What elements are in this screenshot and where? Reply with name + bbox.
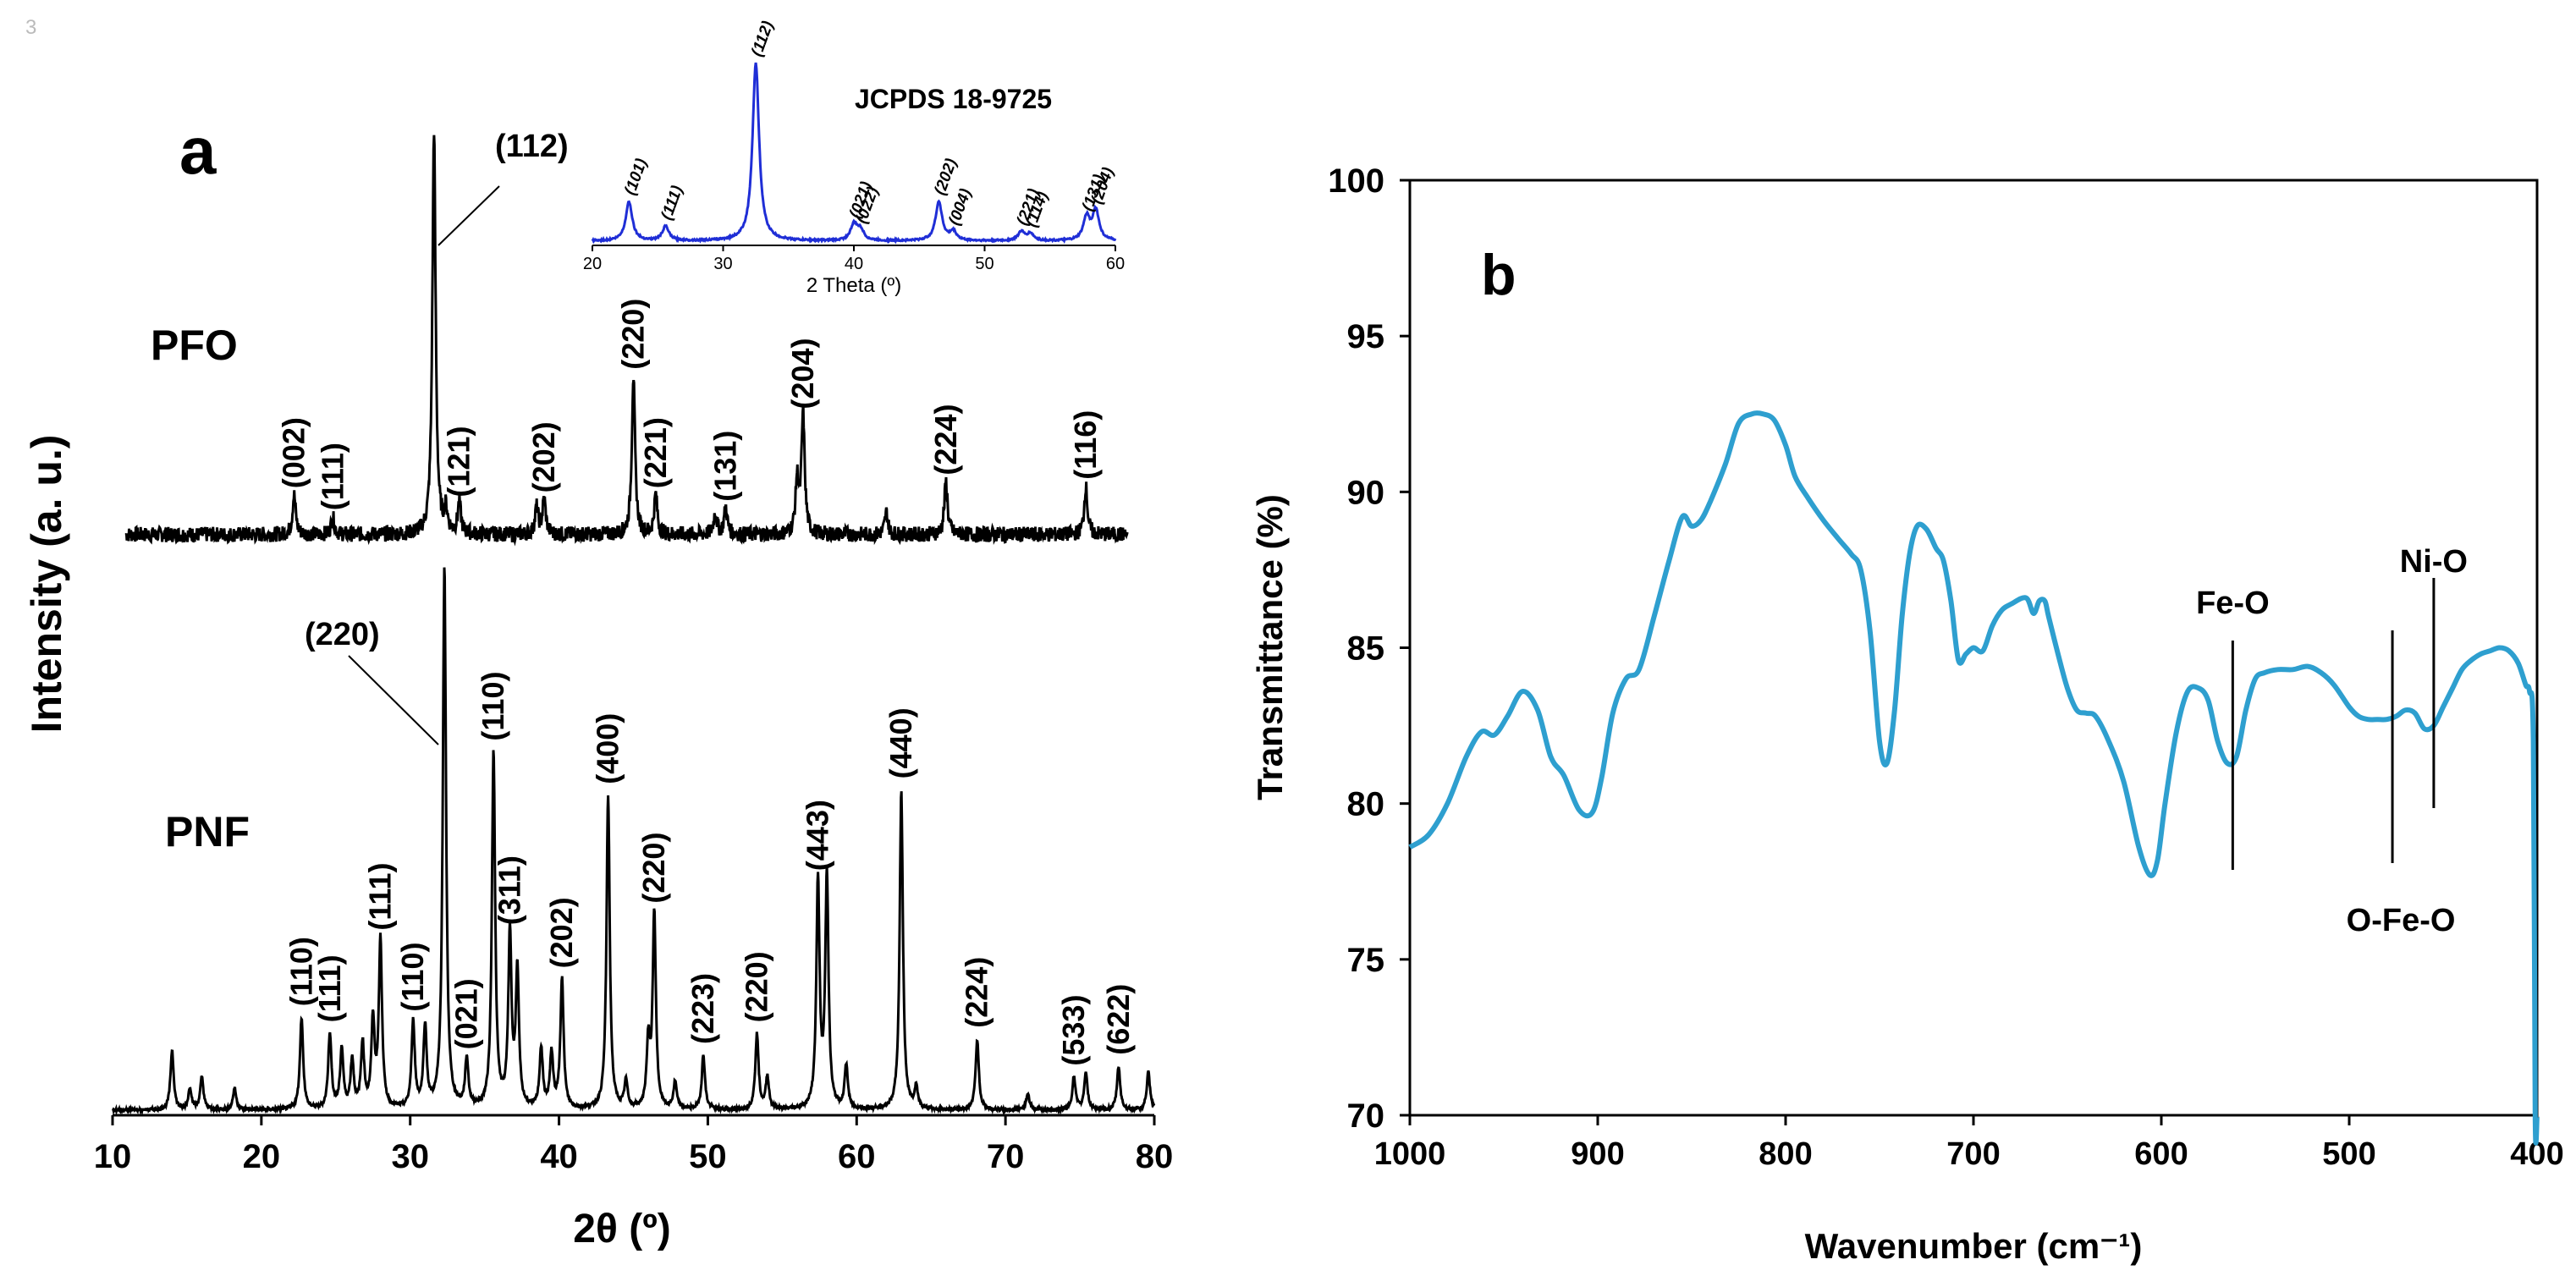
inset-x-tick-label-20: 20 <box>583 255 602 273</box>
pnf-peak-label-021-33_8: (021) <box>449 978 484 1049</box>
inset-peak-label-101: (101) <box>621 157 651 198</box>
pnf-peak-label-223-49_7: (223) <box>685 973 720 1044</box>
pnf-peak-label-440-63: (440) <box>883 707 918 778</box>
panel-a-x-tick-label-10: 10 <box>94 1138 132 1175</box>
jcpds-inset: JCPDS 18-9725 (101)(111)(112)(021)(022)(… <box>583 19 1125 297</box>
pfo-112-callout-line <box>438 185 500 246</box>
panel-a-x-tick-label-70: 70 <box>987 1138 1025 1175</box>
annotation-label-o-fe-o: O-Fe-O <box>2347 903 2456 938</box>
inset-x-tick-label-30: 30 <box>713 255 732 273</box>
panel-b-x-tick-label-900: 900 <box>1571 1136 1624 1172</box>
panel-a-x-tick-label-50: 50 <box>689 1138 727 1175</box>
panel-a-x-tick-label-20: 20 <box>243 1138 281 1175</box>
pnf-peak-label-110-35_6: (110) <box>476 672 510 741</box>
pnf-peak-label-224-68_1: (224) <box>960 957 994 1028</box>
panel-b-x-tick-label-500: 500 <box>2322 1136 2375 1172</box>
panel-b-y-tick-label-100: 100 <box>1328 162 1384 200</box>
pfo-series-name: PFO <box>151 322 238 369</box>
panel-b-label: b <box>1481 243 1516 307</box>
pfo-peak-label-204-56_4: (204) <box>785 338 820 410</box>
pnf-peak-label-533-74_6: (533) <box>1056 995 1091 1066</box>
panel-a-x-tick-label-60: 60 <box>838 1138 876 1175</box>
pnf-series-line <box>112 567 1156 1116</box>
inset-peak-label-004: (004) <box>945 186 975 228</box>
panel-b-y-tick-label-90: 90 <box>1347 474 1385 511</box>
panel-b-y-tick-label-75: 75 <box>1347 942 1385 979</box>
pfo-peak-label-002-22_2: (002) <box>277 417 311 488</box>
panel-b-x-ticks: 1000 900 800 700 600 500 400 <box>1374 1115 2564 1172</box>
panel-b-x-axis-label: Wavenumber (cm⁻¹) <box>1805 1226 2143 1266</box>
inset-peak-label-204: (204) <box>1088 165 1118 206</box>
inset-series-line <box>591 62 1117 245</box>
pnf-peak-label-220-53_3: (220) <box>740 951 774 1022</box>
pfo-peak-label-121-33_3: (121) <box>442 426 476 498</box>
pfo-peak-label-111-24_8: (111) <box>315 443 350 510</box>
inset-peak-labels: (101)(111)(112)(021)(022)(202)(004) (221)… <box>621 19 1117 229</box>
corner-mark: 3 <box>25 16 36 39</box>
pnf-peak-labels: (110)(111)(111)(110)(021)(110)(311)(202)… <box>283 672 1136 1066</box>
pfo-peak-labels: (002) (111) (121) (202) (220) (221) (131) (204)… <box>277 299 1104 510</box>
annotation-label-ni-o: Ni-O <box>2400 544 2468 580</box>
panel-a-x-axis-label: 2θ (º) <box>573 1207 670 1251</box>
pfo-peak-label-131-51_2: (131) <box>708 431 743 502</box>
panel-a-x-ticks: 10 20 30 40 50 60 70 80 <box>94 1115 1174 1175</box>
pnf-peak-label-443-57_4: (443) <box>801 800 835 871</box>
pnf-series-name: PNF <box>165 808 250 855</box>
inset-x-tick-label-40: 40 <box>845 255 863 273</box>
pnf-peak-label-311-36_7: (311) <box>493 855 527 925</box>
pnf-220-callout-line <box>348 655 439 745</box>
panel-a-label: a <box>179 113 217 188</box>
pnf-peak-label-220-46_4: (220) <box>636 833 671 904</box>
inset-x-ticks: 20 30 40 50 60 <box>583 245 1125 273</box>
panel-a-x-tick-label-40: 40 <box>540 1138 578 1175</box>
annotation-label-fe-o: Fe-O <box>2196 586 2270 621</box>
panel-b-y-tick-label-70: 70 <box>1347 1097 1385 1135</box>
pfo-series-line <box>124 135 1129 547</box>
panel-a-xrd: a Intensity (a. u.) PFO PNF (002) (111) (1… <box>23 19 1173 1251</box>
pfo-peak-label-221-46_5: (221) <box>638 417 673 488</box>
pfo-peak-label-224-66: (224) <box>928 404 963 476</box>
panel-b-y-tick-label-85: 85 <box>1347 630 1385 668</box>
pnf-peak-label-110-30_2: (110) <box>395 943 430 1012</box>
panel-b-x-tick-label-800: 800 <box>1759 1136 1812 1172</box>
pfo-peak-label-202-39: (202) <box>526 421 561 492</box>
pnf-220-callout: (220) <box>305 617 380 652</box>
panel-a-x-tick-label-30: 30 <box>391 1138 429 1175</box>
panel-a-x-tick-label-80: 80 <box>1136 1138 1174 1175</box>
panel-b-y-ticks: 70 75 80 85 90 95 100 <box>1328 162 1410 1135</box>
pfo-112-callout: (112) <box>495 129 569 164</box>
inset-x-axis-label: 2 Theta (º) <box>806 274 901 297</box>
inset-peak-label-111: (111) <box>658 184 686 223</box>
pfo-peak-label-220-45: (220) <box>616 299 651 370</box>
pnf-peak-label-111-28: (111) <box>363 863 398 931</box>
panel-b-y-axis-label: Transmittance (%) <box>1250 494 1290 800</box>
panel-b-x-tick-label-600: 600 <box>2134 1136 2188 1172</box>
inset-x-tick-label-50: 50 <box>975 255 994 273</box>
panel-b-ftir: b Transmittance (%) Wavenumber (cm⁻¹) 10… <box>1250 162 2564 1266</box>
pnf-peak-label-111-24_6: (111) <box>312 954 347 1022</box>
pnf-peak-label-110-22_7: (110) <box>283 937 318 1006</box>
panel-b-y-tick-label-80: 80 <box>1347 786 1385 823</box>
ftir-transmittance-line <box>1408 410 2540 1146</box>
inset-x-tick-label-60: 60 <box>1106 255 1125 273</box>
panel-b-x-tick-label-1000: 1000 <box>1374 1136 1446 1172</box>
pnf-peak-label-202-40_2: (202) <box>544 897 579 968</box>
panel-a-y-axis-label: Intensity (a. u.) <box>23 435 70 734</box>
panel-b-y-tick-label-95: 95 <box>1347 318 1385 355</box>
panel-b-band-annotations: Fe-O O-Fe-O Ni-O <box>2196 544 2468 938</box>
inset-peak-label-112: (112) <box>748 19 777 59</box>
inset-title: JCPDS 18-9725 <box>855 84 1052 114</box>
panel-b-x-tick-label-700: 700 <box>1946 1136 2000 1172</box>
pfo-peak-label-116-75_4: (116) <box>1068 410 1103 480</box>
pnf-peak-label-622-77_6: (622) <box>1101 984 1136 1055</box>
pnf-peak-label-400-43_3: (400) <box>591 713 625 784</box>
